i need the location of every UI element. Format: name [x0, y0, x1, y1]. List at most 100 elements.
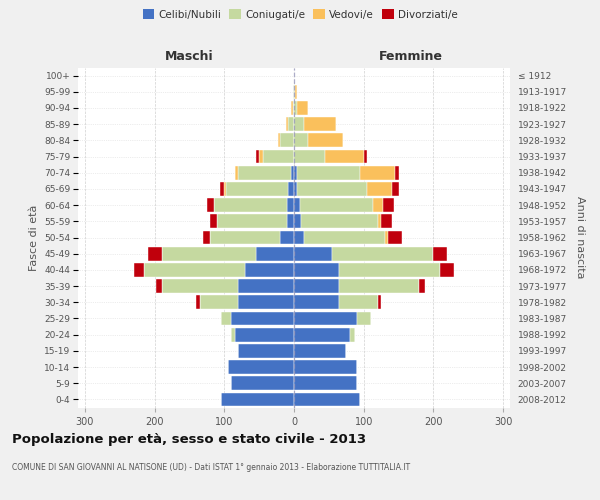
- Bar: [231, 328, 235, 342]
- Bar: [144, 263, 245, 277]
- Bar: [256, 150, 259, 164]
- Bar: [256, 247, 294, 260]
- Bar: [211, 214, 217, 228]
- Bar: [357, 312, 371, 326]
- Bar: [350, 328, 355, 342]
- Legend: Celibi/Nubili, Coniugati/e, Vedovi/e, Divorziati/e: Celibi/Nubili, Coniugati/e, Vedovi/e, Di…: [139, 5, 461, 24]
- Bar: [294, 376, 357, 390]
- Bar: [289, 182, 294, 196]
- Bar: [364, 150, 367, 164]
- Bar: [385, 230, 388, 244]
- Bar: [200, 296, 238, 309]
- Bar: [289, 118, 294, 131]
- Bar: [294, 263, 339, 277]
- Bar: [325, 150, 364, 164]
- Text: Maschi: Maschi: [164, 50, 214, 62]
- Bar: [298, 166, 360, 179]
- Text: COMUNE DI SAN GIOVANNI AL NATISONE (UD) - Dati ISTAT 1° gennaio 2013 - Elaborazi: COMUNE DI SAN GIOVANNI AL NATISONE (UD) …: [12, 462, 410, 471]
- Bar: [373, 198, 383, 212]
- Bar: [293, 101, 294, 115]
- Bar: [148, 247, 161, 260]
- Bar: [294, 344, 346, 358]
- Bar: [294, 118, 304, 131]
- Bar: [339, 263, 440, 277]
- Bar: [203, 230, 211, 244]
- Bar: [207, 198, 214, 212]
- Bar: [298, 101, 308, 115]
- Bar: [196, 296, 200, 309]
- Bar: [161, 247, 256, 260]
- Bar: [294, 392, 360, 406]
- Bar: [301, 214, 377, 228]
- Bar: [156, 279, 161, 293]
- Bar: [294, 182, 298, 196]
- Bar: [433, 247, 447, 260]
- Bar: [294, 279, 339, 293]
- Bar: [294, 230, 304, 244]
- Bar: [308, 134, 343, 147]
- Bar: [299, 198, 373, 212]
- Bar: [395, 166, 398, 179]
- Bar: [293, 85, 294, 98]
- Text: Popolazione per età, sesso e stato civile - 2013: Popolazione per età, sesso e stato civil…: [12, 432, 366, 446]
- Bar: [228, 360, 294, 374]
- Bar: [383, 198, 394, 212]
- Bar: [224, 182, 226, 196]
- Bar: [238, 279, 294, 293]
- Bar: [280, 134, 294, 147]
- Bar: [287, 198, 294, 212]
- Bar: [339, 296, 377, 309]
- Bar: [245, 263, 294, 277]
- Bar: [287, 214, 294, 228]
- Y-axis label: Anni di nascita: Anni di nascita: [575, 196, 585, 279]
- Bar: [214, 198, 287, 212]
- Bar: [360, 166, 395, 179]
- Bar: [263, 150, 294, 164]
- Bar: [259, 150, 263, 164]
- Bar: [294, 150, 325, 164]
- Bar: [294, 214, 301, 228]
- Bar: [231, 312, 294, 326]
- Bar: [294, 312, 357, 326]
- Bar: [339, 279, 419, 293]
- Bar: [419, 279, 425, 293]
- Bar: [377, 214, 381, 228]
- Bar: [221, 312, 231, 326]
- Bar: [298, 182, 367, 196]
- Bar: [440, 263, 454, 277]
- Bar: [280, 230, 294, 244]
- Bar: [294, 198, 299, 212]
- Bar: [220, 182, 224, 196]
- Bar: [235, 166, 238, 179]
- Bar: [217, 214, 287, 228]
- Bar: [238, 296, 294, 309]
- Bar: [294, 166, 298, 179]
- Bar: [294, 328, 350, 342]
- Bar: [211, 230, 280, 244]
- Bar: [238, 344, 294, 358]
- Bar: [388, 230, 402, 244]
- Bar: [304, 230, 385, 244]
- Y-axis label: Fasce di età: Fasce di età: [29, 204, 38, 270]
- Bar: [221, 392, 294, 406]
- Bar: [278, 134, 280, 147]
- Bar: [226, 182, 289, 196]
- Bar: [290, 166, 294, 179]
- Bar: [231, 376, 294, 390]
- Bar: [291, 101, 293, 115]
- Bar: [294, 296, 339, 309]
- Bar: [295, 85, 297, 98]
- Bar: [134, 263, 144, 277]
- Bar: [294, 101, 298, 115]
- Bar: [381, 214, 392, 228]
- Bar: [294, 85, 295, 98]
- Bar: [235, 328, 294, 342]
- Bar: [367, 182, 392, 196]
- Bar: [161, 279, 238, 293]
- Bar: [286, 118, 289, 131]
- Bar: [392, 182, 398, 196]
- Bar: [294, 360, 357, 374]
- Bar: [294, 134, 308, 147]
- Bar: [304, 118, 336, 131]
- Bar: [238, 166, 290, 179]
